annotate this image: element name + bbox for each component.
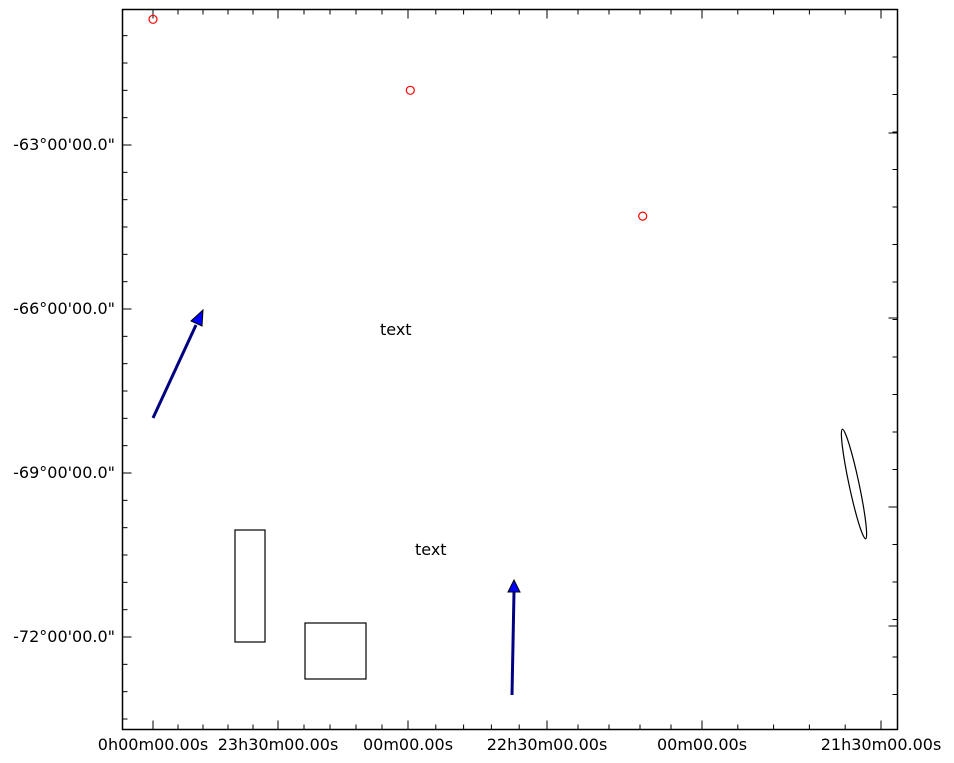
rectangle-region-tall [234,529,266,643]
rectangle-region-wide [304,622,367,680]
y-tick-label: -72°00'00.0" [13,627,115,646]
data-point [638,211,648,221]
x-tick-labels: 0h00m00.00s 23h30m00.00s 00m00.00s 22h30… [98,735,942,754]
x-tick-label: 0h00m00.00s [98,735,208,754]
annotation-text: text [415,540,447,559]
overlay-shapes [151,308,868,696]
arrow-upper-left [151,308,204,419]
x-tick-label: 00m00.00s [363,735,453,754]
y-tick-label: -69°00'00.0" [13,463,115,482]
major-ticks [122,9,898,730]
plot-frame [121,8,899,731]
arrow-shaft [151,324,198,419]
arrow-head [190,308,204,327]
ellipse-region [840,428,868,540]
data-point [405,85,415,95]
x-tick-label: 00m00.00s [657,735,747,754]
data-points [148,14,648,221]
y-tick-labels: -63°00'00.0" -66°00'00.0" -69°00'00.0" -… [13,135,115,646]
data-point [148,14,158,24]
x-tick-label: 21h30m00.00s [821,735,942,754]
arrow-shaft [510,591,516,696]
y-tick-label: -66°00'00.0" [13,299,115,318]
y-tick-label: -63°00'00.0" [13,135,115,154]
arrow-lower-center [507,578,521,696]
x-tick-label: 23h30m00.00s [218,735,339,754]
arrow-head [507,578,521,593]
annotation-text: text [380,320,412,339]
x-tick-label: 22h30m00.00s [487,735,608,754]
